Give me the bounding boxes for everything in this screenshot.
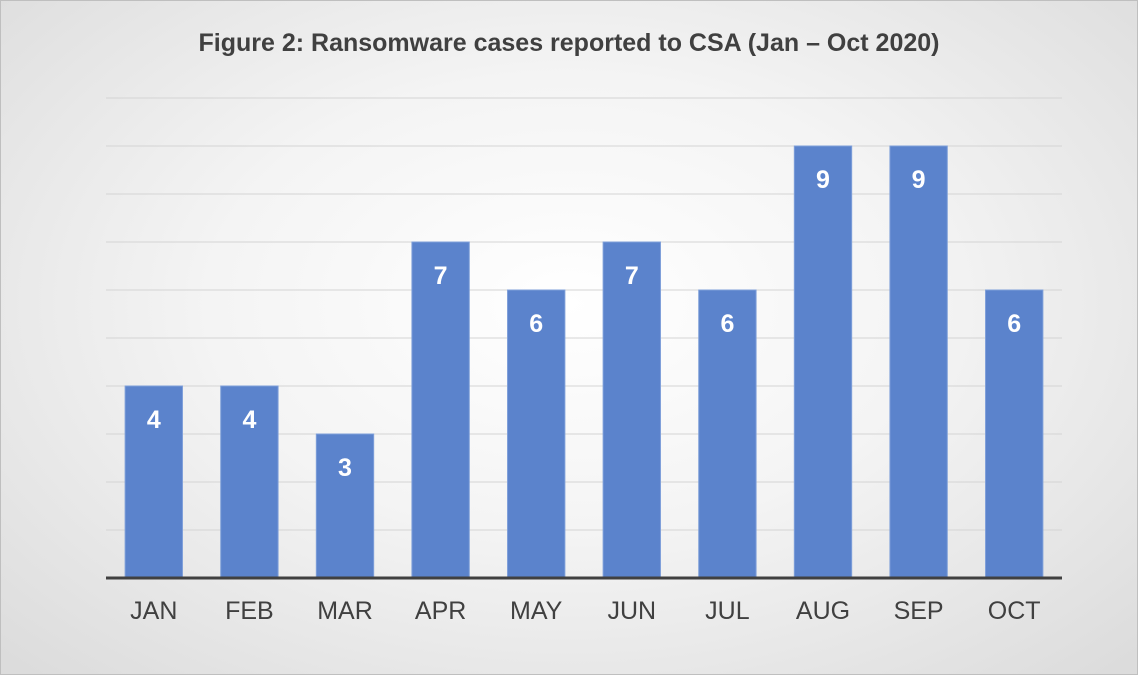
data-label-feb: 4 (242, 406, 256, 434)
tick-label-jan: JAN (130, 597, 177, 625)
bars (124, 145, 1044, 579)
tick-label-jul: JUL (705, 597, 750, 625)
tick-label-oct: OCT (988, 597, 1041, 625)
data-label-jun: 7 (625, 262, 639, 290)
data-labels: 4 4 3 7 6 7 6 9 9 6 (147, 166, 1021, 482)
data-label-mar: 3 (338, 454, 352, 482)
bar-aug (793, 145, 853, 579)
bar-jun (602, 241, 661, 579)
tick-label-sep: SEP (894, 597, 944, 625)
bar-jul (698, 289, 757, 579)
data-label-sep: 9 (912, 166, 926, 194)
bar-mar (315, 433, 375, 579)
tick-label-feb: FEB (225, 597, 274, 625)
data-label-aug: 9 (816, 166, 830, 194)
tick-label-aug: AUG (796, 597, 850, 625)
data-label-apr: 7 (434, 262, 448, 290)
bar-apr (411, 241, 470, 579)
bar-sep (889, 145, 948, 579)
tick-label-mar: MAR (317, 597, 373, 625)
x-tick-labels: JAN FEB MAR APR MAY JUN JUL AUG SEP OCT (130, 597, 1040, 625)
tick-label-apr: APR (415, 597, 466, 625)
data-label-jul: 6 (720, 310, 734, 338)
data-label-jan: 4 (147, 406, 161, 434)
tick-label-may: MAY (510, 597, 563, 625)
data-label-oct: 6 (1007, 310, 1021, 338)
tick-label-jun: JUN (607, 597, 656, 625)
bar-jan (124, 385, 183, 579)
bar-feb (220, 385, 279, 579)
data-label-may: 6 (529, 310, 543, 338)
chart-title: Figure 2: Ransomware cases reported to C… (198, 29, 940, 57)
